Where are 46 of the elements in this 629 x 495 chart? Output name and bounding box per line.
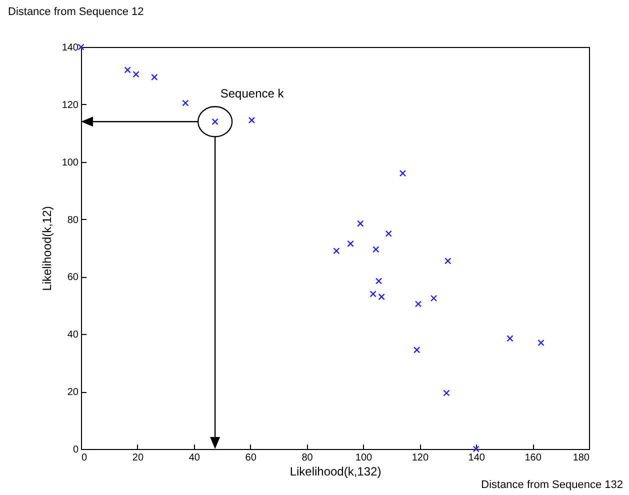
point: [385, 230, 392, 237]
x-tick-label: 100: [355, 452, 372, 464]
annotation: Sequence k: [220, 86, 285, 101]
x-tick-label: 120: [412, 452, 429, 464]
y-tick-label: 80: [67, 214, 79, 226]
point: [124, 66, 131, 74]
y-tick-label: 60: [67, 272, 79, 284]
point: [78, 44, 84, 50]
point: [370, 290, 376, 298]
y-axis-title: Likelihood(k,12): [40, 206, 54, 291]
point: [182, 100, 189, 106]
point: [378, 293, 385, 300]
x-tick-label: 180: [572, 452, 590, 464]
point: [151, 74, 158, 80]
point: [472, 446, 480, 452]
point: [333, 248, 340, 254]
point: [506, 335, 514, 342]
point: [430, 294, 438, 302]
y-tick-label: 100: [62, 157, 79, 168]
point: [399, 170, 406, 177]
y-tick-label: 40: [67, 330, 79, 341]
point: [414, 300, 422, 308]
point: [414, 346, 420, 354]
point: [347, 240, 354, 248]
point: [372, 246, 380, 253]
x-tick-label: 20: [132, 452, 144, 464]
point: [357, 220, 364, 227]
y-tick-label: 20: [67, 387, 79, 398]
point: [444, 258, 452, 264]
point: [375, 278, 382, 284]
x-tick-label: 80: [302, 452, 314, 464]
x-axis-title: Likelihood(k,132): [290, 464, 382, 478]
chart-title: Distance from Sequence 12: [8, 6, 144, 18]
point: [248, 116, 256, 124]
text: Distance from Sequence 132: [481, 479, 623, 491]
x-tick-label: 140: [468, 452, 486, 464]
x-tick-label: 40: [188, 452, 200, 464]
point: [132, 70, 140, 78]
x-tick-label: 160: [524, 452, 542, 464]
point: [443, 390, 450, 396]
y-tick-label: 0: [72, 444, 79, 456]
y-tick-label: 140: [62, 42, 79, 54]
point: [538, 339, 544, 346]
x-tick-label: 60: [245, 452, 257, 464]
x-tick-label: 0: [82, 452, 88, 464]
y-tick-label: 120: [62, 100, 79, 111]
